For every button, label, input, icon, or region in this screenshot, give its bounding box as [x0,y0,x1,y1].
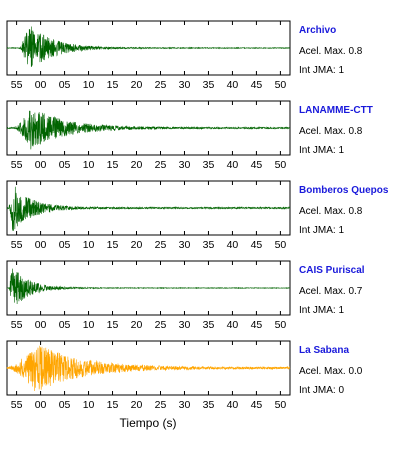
x-tick-label: 00 [35,399,47,411]
x-tick-label: 55 [11,159,23,171]
waveform-trace [6,110,291,150]
x-tick-label: 40 [227,79,239,91]
x-tick-label: 00 [35,239,47,251]
waveform-trace [6,186,291,231]
x-tick-label: 15 [107,79,119,91]
x-tick-label: 55 [11,79,23,91]
x-tick-label: 00 [35,159,47,171]
x-tick-label: 25 [155,159,167,171]
x-tick-label: 25 [155,399,167,411]
jma-label: Int JMA: 1 [299,305,344,316]
x-tick-label: 10 [83,399,95,411]
jma-label: Int JMA: 1 [299,145,344,156]
x-tick-label: 20 [131,239,143,251]
x-tick-label: 30 [179,239,191,251]
x-tick-label: 45 [251,159,263,171]
x-tick-label: 50 [275,79,287,91]
accel-label: Acel. Max. 0.7 [299,286,363,297]
x-tick-label: 35 [203,79,215,91]
x-tick-label: 45 [251,239,263,251]
x-tick-label: 05 [59,319,71,331]
station-name: CAIS Puriscal [299,265,365,276]
x-tick-label: 15 [107,239,119,251]
x-tick-label: 35 [203,159,215,171]
station-panel: 55 00 05 10 15 20 25 30 35 40 45 50 Bomberos Quepos A… [6,180,389,251]
station-panel: 55 00 05 10 15 20 25 30 35 40 45 50 CAIS Puriscal Ace… [6,260,365,331]
waveform-trace [6,26,291,67]
station-name: Archivo [299,25,336,36]
x-tick-label: 05 [59,159,71,171]
x-tick-label: 35 [203,239,215,251]
x-tick-label: 55 [11,319,23,331]
x-tick-label: 40 [227,239,239,251]
x-tick-label: 25 [155,79,167,91]
x-tick-label: 35 [203,319,215,331]
x-tick-label: 15 [107,399,119,411]
x-tick-label: 10 [83,79,95,91]
station-name: Bomberos Quepos [299,185,389,196]
accel-label: Acel. Max. 0.8 [299,206,363,217]
x-tick-label: 50 [275,399,287,411]
x-tick-label: 20 [131,159,143,171]
x-tick-label: 25 [155,319,167,331]
x-tick-label: 40 [227,159,239,171]
jma-label: Int JMA: 1 [299,65,344,76]
x-tick-label: 55 [11,239,23,251]
waveform-trace [6,268,291,305]
x-tick-label: 55 [11,399,23,411]
x-tick-label: 15 [107,159,119,171]
x-tick-label: 30 [179,79,191,91]
x-tick-label: 40 [227,319,239,331]
x-tick-label: 50 [275,239,287,251]
station-panel: 55 00 05 10 15 20 25 30 35 40 45 50 LANAMME-CTT Acel.… [6,100,373,171]
accel-label: Acel. Max. 0.0 [299,366,363,377]
x-tick-label: 50 [275,319,287,331]
x-tick-label: 10 [83,159,95,171]
x-tick-label: 10 [83,239,95,251]
x-tick-label: 45 [251,319,263,331]
x-tick-label: 35 [203,399,215,411]
x-tick-label: 45 [251,399,263,411]
x-tick-label: 20 [131,399,143,411]
x-tick-label: 05 [59,239,71,251]
station-name: La Sabana [299,345,349,356]
x-tick-label: 00 [35,319,47,331]
x-tick-label: 20 [131,319,143,331]
x-tick-label: 30 [179,319,191,331]
x-tick-label: 00 [35,79,47,91]
x-tick-label: 45 [251,79,263,91]
station-panel: 55 00 05 10 15 20 25 30 35 40 45 50 La Sabana Acel. M… [6,340,363,411]
waveform-trace [6,345,291,391]
x-tick-label: 20 [131,79,143,91]
x-tick-label: 25 [155,239,167,251]
accel-label: Acel. Max. 0.8 [299,46,363,57]
x-tick-label: 05 [59,399,71,411]
x-tick-label: 30 [179,399,191,411]
station-name: LANAMME-CTT [299,105,373,116]
accel-label: Acel. Max. 0.8 [299,126,363,137]
x-tick-label: 05 [59,79,71,91]
jma-label: Int JMA: 1 [299,225,344,236]
x-tick-label: 15 [107,319,119,331]
x-tick-label: 50 [275,159,287,171]
x-tick-label: 40 [227,399,239,411]
jma-label: Int JMA: 0 [299,385,344,396]
x-axis-title: Tiempo (s) [120,416,177,430]
x-tick-label: 30 [179,159,191,171]
station-panel: 55 00 05 10 15 20 25 30 35 40 45 50 Archivo Acel. Max… [6,20,363,91]
x-tick-label: 10 [83,319,95,331]
